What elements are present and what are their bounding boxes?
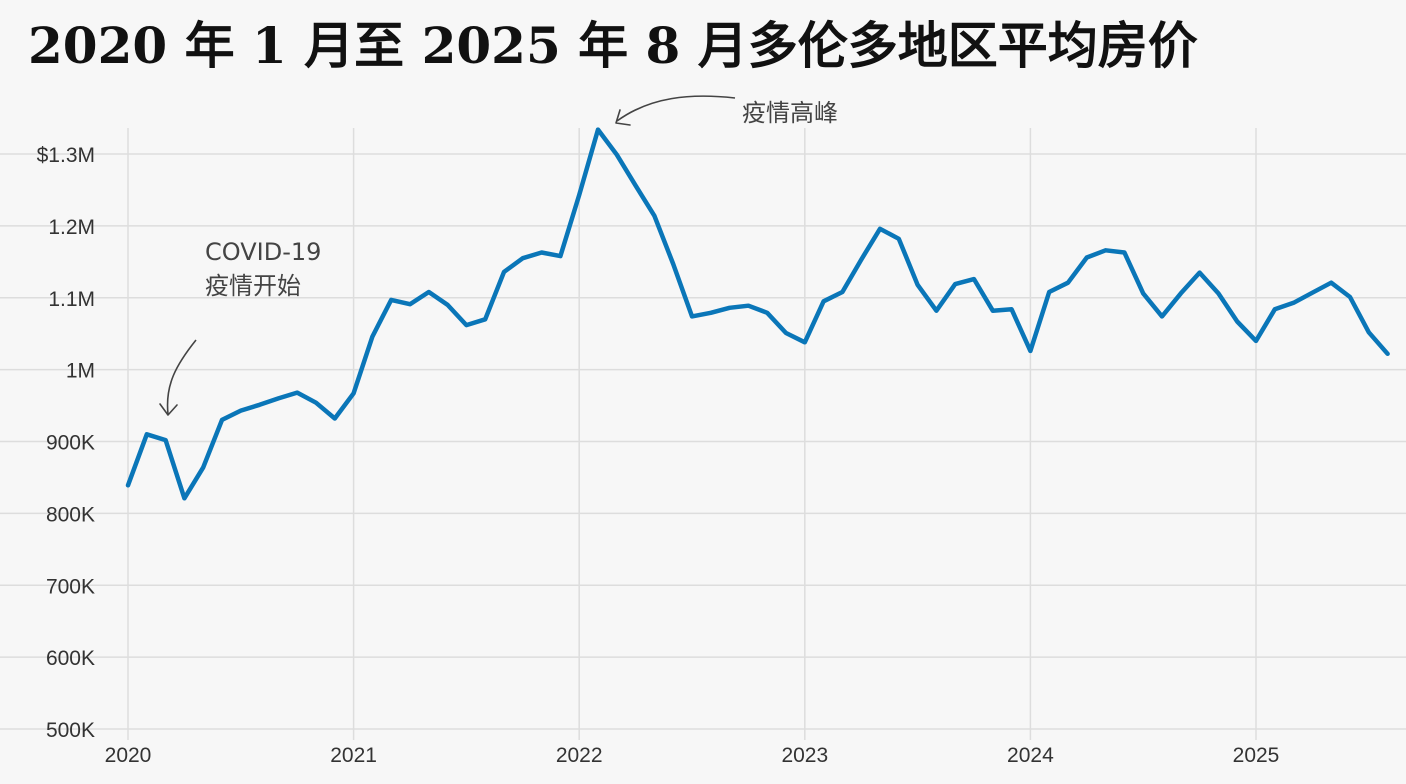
annotation: 疫情高峰 <box>615 95 838 127</box>
annotation-text: 疫情开始 <box>205 272 301 300</box>
y-tick-label: 600K <box>46 647 95 670</box>
y-tick-label: 500K <box>46 719 95 742</box>
annotation-text: 疫情高峰 <box>742 99 838 127</box>
annotation-arrowhead <box>615 109 631 126</box>
annotation-arrow <box>616 95 736 122</box>
chart-title: 2020 年 1 月至 2025 年 8 月多伦多地区平均房价 <box>28 16 1198 75</box>
series-line <box>125 127 1390 501</box>
y-tick-label: 700K <box>46 575 95 598</box>
y-tick-label: 900K <box>46 432 95 455</box>
axis-tick-labels: 500K 600K 700K 800K 900K 1M 1.1M 1.2M $1.3M 2020 2… <box>37 144 1280 767</box>
x-tick-label: 2022 <box>556 744 603 767</box>
annotation: COVID-19 疫情开始 <box>159 238 321 416</box>
x-tick-label: 2023 <box>781 744 828 767</box>
grid-lines <box>0 128 1406 740</box>
series-layer <box>125 127 1390 501</box>
x-tick-label: 2024 <box>1007 744 1054 767</box>
y-tick-label: 1.2M <box>48 216 95 239</box>
y-tick-label: 1M <box>66 360 95 383</box>
x-tick-label: 2025 <box>1233 744 1280 767</box>
x-tick-label: 2021 <box>330 744 377 767</box>
annotation-arrow <box>166 339 197 415</box>
y-tick-label: 800K <box>46 503 95 526</box>
y-tick-label: $1.3M <box>37 144 95 167</box>
annotations: COVID-19 疫情开始 疫情高峰 <box>159 95 838 416</box>
annotation-text: COVID-19 <box>205 238 321 266</box>
y-tick-label: 1.1M <box>48 288 95 311</box>
annotation-arrowhead <box>159 403 178 416</box>
x-tick-label: 2020 <box>105 744 152 767</box>
